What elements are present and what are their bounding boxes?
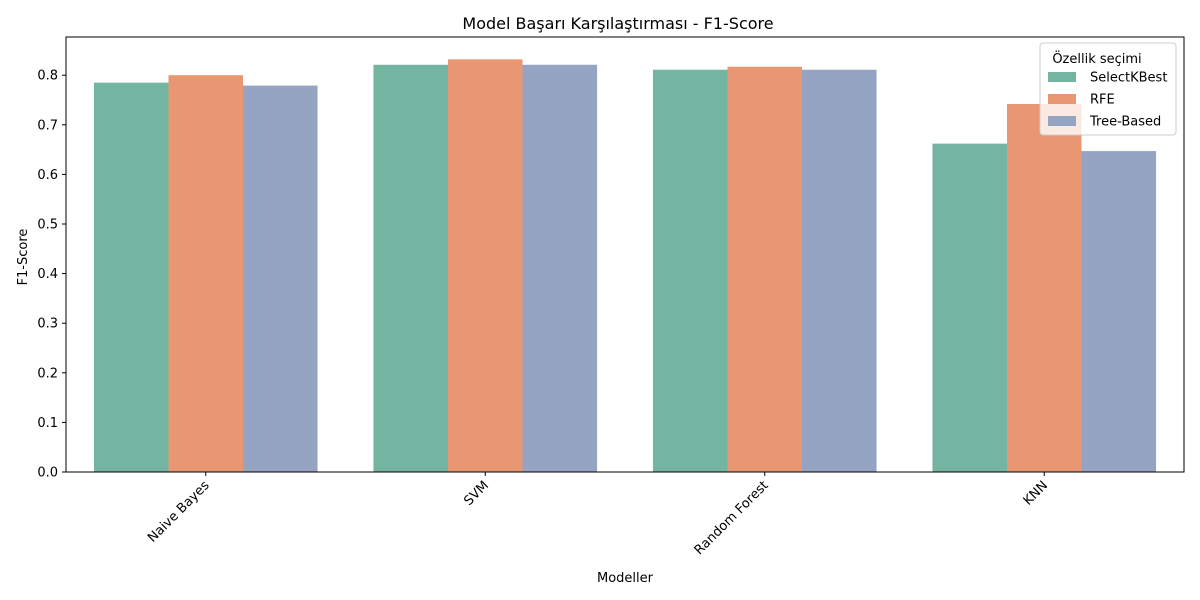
- bar-rfe-random-forest: [727, 66, 803, 472]
- y-tick-label: 0.0: [37, 466, 58, 481]
- x-axis: Naive Bayes SVM Random Forest KNN: [145, 472, 1051, 558]
- bar-tree-based-knn: [1081, 151, 1157, 472]
- x-tick-label: KNN: [1021, 478, 1051, 508]
- legend-frame: [1039, 42, 1177, 136]
- legend-title: Özellik seçimi: [1052, 50, 1141, 67]
- legend: Özellik seçimi SelectKBest RFE Tree-Based: [1039, 42, 1177, 136]
- bar-rfe-knn: [1006, 103, 1082, 472]
- y-axis-label: F1-Score: [16, 229, 31, 286]
- legend-entry-label: RFE: [1090, 93, 1115, 108]
- chart-title: Model Başarı Karşılaştırması - F1-Score: [462, 14, 773, 33]
- x-tick-label: SVM: [461, 478, 492, 509]
- plot-frame: [65, 36, 1185, 473]
- legend-entry-label: Tree-Based: [1089, 115, 1161, 130]
- bar-rfe-svm: [447, 59, 523, 473]
- y-tick-label: 0.8: [37, 69, 58, 84]
- legend-swatch: [1048, 94, 1076, 104]
- bar-rfe-naive-bayes: [168, 75, 244, 473]
- y-tick-label: 0.2: [37, 366, 58, 381]
- x-tick-label: Random Forest: [692, 478, 772, 558]
- y-tick-label: 0.1: [37, 416, 58, 431]
- y-tick-label: 0.6: [37, 168, 58, 183]
- bar-tree-based-svm: [522, 64, 598, 472]
- bar-selectkbest-naive-bayes: [93, 82, 169, 472]
- legend-swatch: [1048, 72, 1076, 82]
- bar-selectkbest-knn: [932, 143, 1007, 472]
- legend-swatch: [1048, 116, 1076, 126]
- y-tick-label: 0.3: [37, 317, 58, 332]
- x-tick-label: Naive Bayes: [145, 478, 213, 546]
- bars-layer: [93, 59, 1157, 473]
- y-axis: 0.0 0.1 0.2 0.3 0.4 0.5 0.6 0.7 0.8: [37, 69, 66, 481]
- bar-selectkbest-svm: [373, 64, 448, 472]
- y-tick-label: 0.7: [37, 118, 58, 133]
- y-tick-label: 0.4: [37, 267, 58, 282]
- x-axis-label: Modeller: [597, 571, 654, 586]
- bar-tree-based-naive-bayes: [243, 85, 318, 473]
- legend-entry-label: SelectKBest: [1090, 71, 1167, 86]
- bar-tree-based-random-forest: [802, 69, 877, 472]
- bar-selectkbest-random-forest: [652, 69, 728, 472]
- y-tick-label: 0.5: [37, 217, 58, 232]
